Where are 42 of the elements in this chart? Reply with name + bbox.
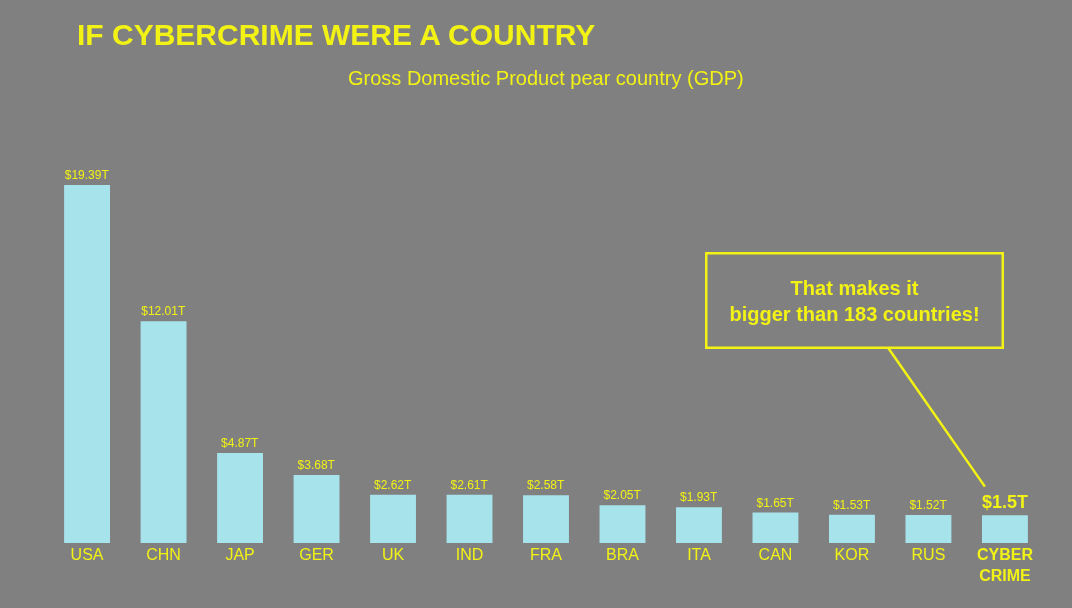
data-label: $1.52T xyxy=(909,497,948,512)
data-label: $19.39T xyxy=(64,168,110,182)
data-label: $1.5T xyxy=(981,492,1028,513)
x-tick-label: FRA xyxy=(530,546,563,563)
bar xyxy=(905,514,952,543)
bar xyxy=(217,453,263,543)
bar xyxy=(981,515,1028,543)
chart-subtitle: Gross Domestic Product pear country (GDP) xyxy=(348,67,744,89)
x-tick-label: ITA xyxy=(687,546,712,563)
bar xyxy=(676,507,722,543)
data-label: $2.58T xyxy=(526,478,566,493)
x-tick-label: RUS xyxy=(911,546,946,563)
bar xyxy=(599,505,646,543)
data-label: $12.01T xyxy=(141,304,186,319)
bar xyxy=(140,321,187,543)
x-tick-label: CHN xyxy=(146,546,181,563)
bar xyxy=(523,495,569,543)
data-label: $2.61T xyxy=(450,477,489,492)
x-tick-label: USA xyxy=(70,546,104,563)
bar xyxy=(64,185,111,543)
data-label: $1.53T xyxy=(832,497,871,512)
x-tick-label: BRA xyxy=(606,546,640,563)
data-label: $1.65T xyxy=(756,495,795,510)
data-label: $1.93T xyxy=(679,490,718,505)
x-tick-label: UK xyxy=(381,546,405,563)
chart-title: IF CYBERCRIME WERE A COUNTRY xyxy=(77,18,596,51)
bar xyxy=(829,514,875,543)
x-tick-label: GER xyxy=(299,546,334,563)
bar xyxy=(752,512,799,543)
x-tick-label: KOR xyxy=(834,546,870,563)
bar xyxy=(370,494,416,543)
bar xyxy=(446,494,493,543)
x-tick-label: CYBER CRIME xyxy=(976,546,1034,584)
data-label: $2.05T xyxy=(603,488,642,503)
x-tick-label: CAN xyxy=(758,546,793,563)
data-label: $3.68T xyxy=(297,458,336,473)
data-label: $4.87T xyxy=(221,436,260,451)
data-label: $2.62T xyxy=(374,477,413,492)
annotation: That makes it bigger than 183 countries! xyxy=(729,276,980,325)
x-tick-label: JAP xyxy=(225,546,255,563)
x-tick-label: IND xyxy=(455,546,484,563)
bar xyxy=(293,475,340,543)
